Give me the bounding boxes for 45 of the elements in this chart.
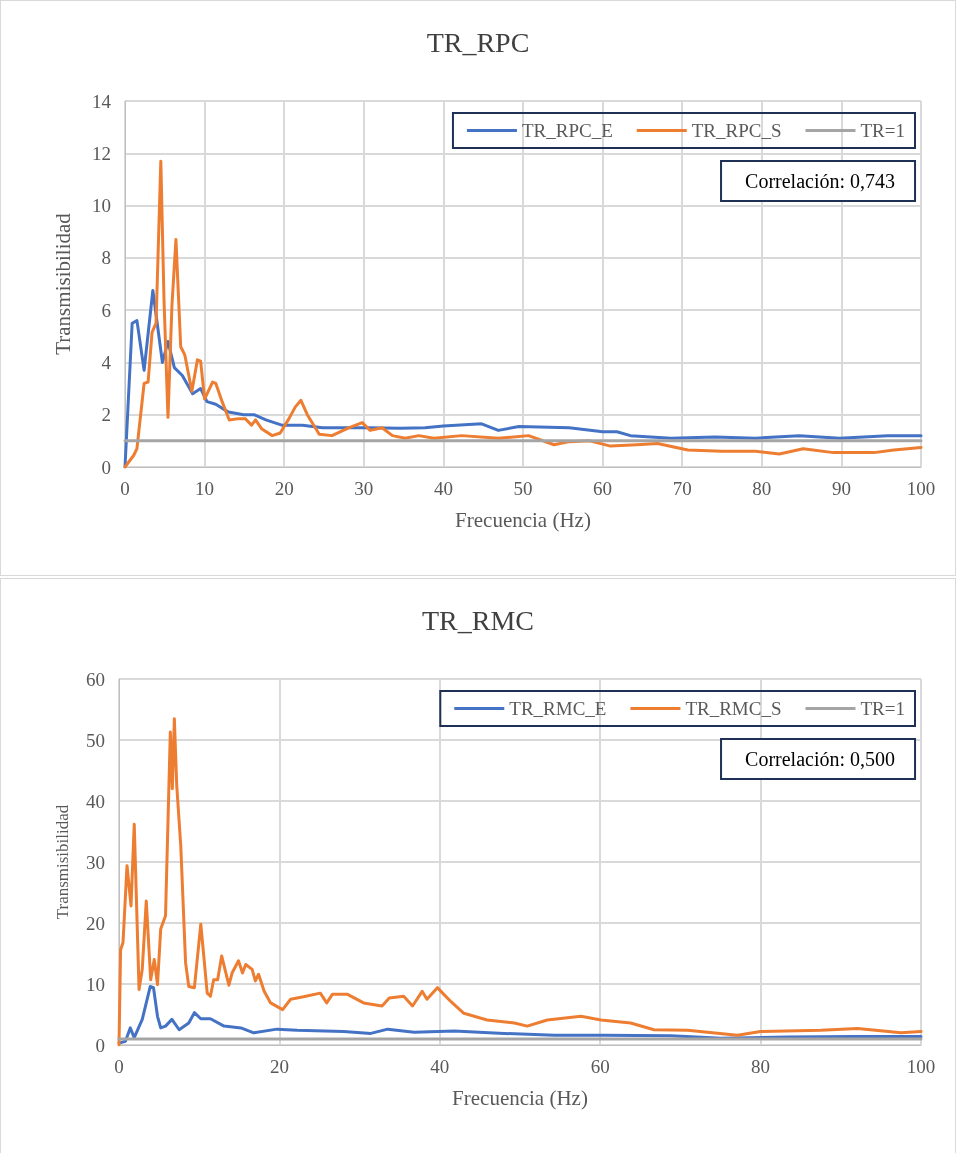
x-tick-label: 20 bbox=[269, 1056, 289, 1077]
y-tick-label: 0 bbox=[101, 456, 111, 478]
x-axis-title: Frecuencia (Hz) bbox=[452, 1085, 588, 1110]
x-tick-label: 80 bbox=[751, 1056, 771, 1077]
y-tick-label: 12 bbox=[92, 142, 111, 164]
annotation: Correlación: 0,743 bbox=[745, 170, 896, 192]
x-tick-label: 10 bbox=[195, 478, 215, 499]
y-tick-label: 10 bbox=[86, 973, 105, 995]
legend-label: TR_RPC_E bbox=[521, 120, 613, 141]
y-tick-label: 40 bbox=[86, 790, 105, 812]
y-tick-label: 10 bbox=[92, 195, 111, 217]
y-tick-label: 4 bbox=[101, 351, 112, 373]
y-tick-label: 20 bbox=[86, 912, 105, 934]
x-tick-label: 70 bbox=[672, 478, 692, 499]
y-tick-label: 0 bbox=[95, 1034, 105, 1056]
legend-label: TR=1 bbox=[860, 120, 906, 141]
y-tick-label: 30 bbox=[86, 851, 105, 873]
x-axis-title: Frecuencia (Hz) bbox=[455, 507, 591, 532]
x-tick-label: 60 bbox=[593, 478, 613, 499]
x-tick-label: 100 bbox=[906, 478, 936, 499]
y-axis-title: Transmisibilidad bbox=[50, 212, 75, 355]
x-tick-label: 60 bbox=[590, 1056, 610, 1077]
annotation: Correlación: 0,500 bbox=[745, 748, 896, 770]
y-tick-label: 2 bbox=[101, 404, 111, 426]
y-tick-label: 8 bbox=[101, 247, 111, 269]
y-tick-label: 60 bbox=[86, 668, 105, 690]
x-tick-label: 100 bbox=[906, 1056, 936, 1077]
y-tick-label: 14 bbox=[92, 90, 112, 112]
y-tick-label: 50 bbox=[86, 729, 105, 751]
y-axis-title: Transmisibilidad bbox=[53, 804, 72, 920]
x-tick-label: 40 bbox=[433, 478, 453, 499]
x-tick-label: 50 bbox=[513, 478, 533, 499]
x-tick-label: 80 bbox=[752, 478, 772, 499]
x-tick-label: 90 bbox=[831, 478, 851, 499]
chart-title: TR_RMC bbox=[421, 604, 535, 636]
legend-label: TR_RMC_S bbox=[685, 698, 782, 719]
x-tick-label: 40 bbox=[430, 1056, 450, 1077]
chart-title: TR_RPC bbox=[426, 26, 530, 58]
x-tick-label: 0 bbox=[120, 478, 130, 499]
legend-label: TR=1 bbox=[860, 698, 906, 719]
y-tick-label: 6 bbox=[101, 299, 111, 321]
legend-label: TR_RMC_E bbox=[509, 698, 607, 719]
x-tick-label: 20 bbox=[274, 478, 294, 499]
x-tick-label: 30 bbox=[354, 478, 374, 499]
legend-label: TR_RPC_S bbox=[691, 120, 782, 141]
